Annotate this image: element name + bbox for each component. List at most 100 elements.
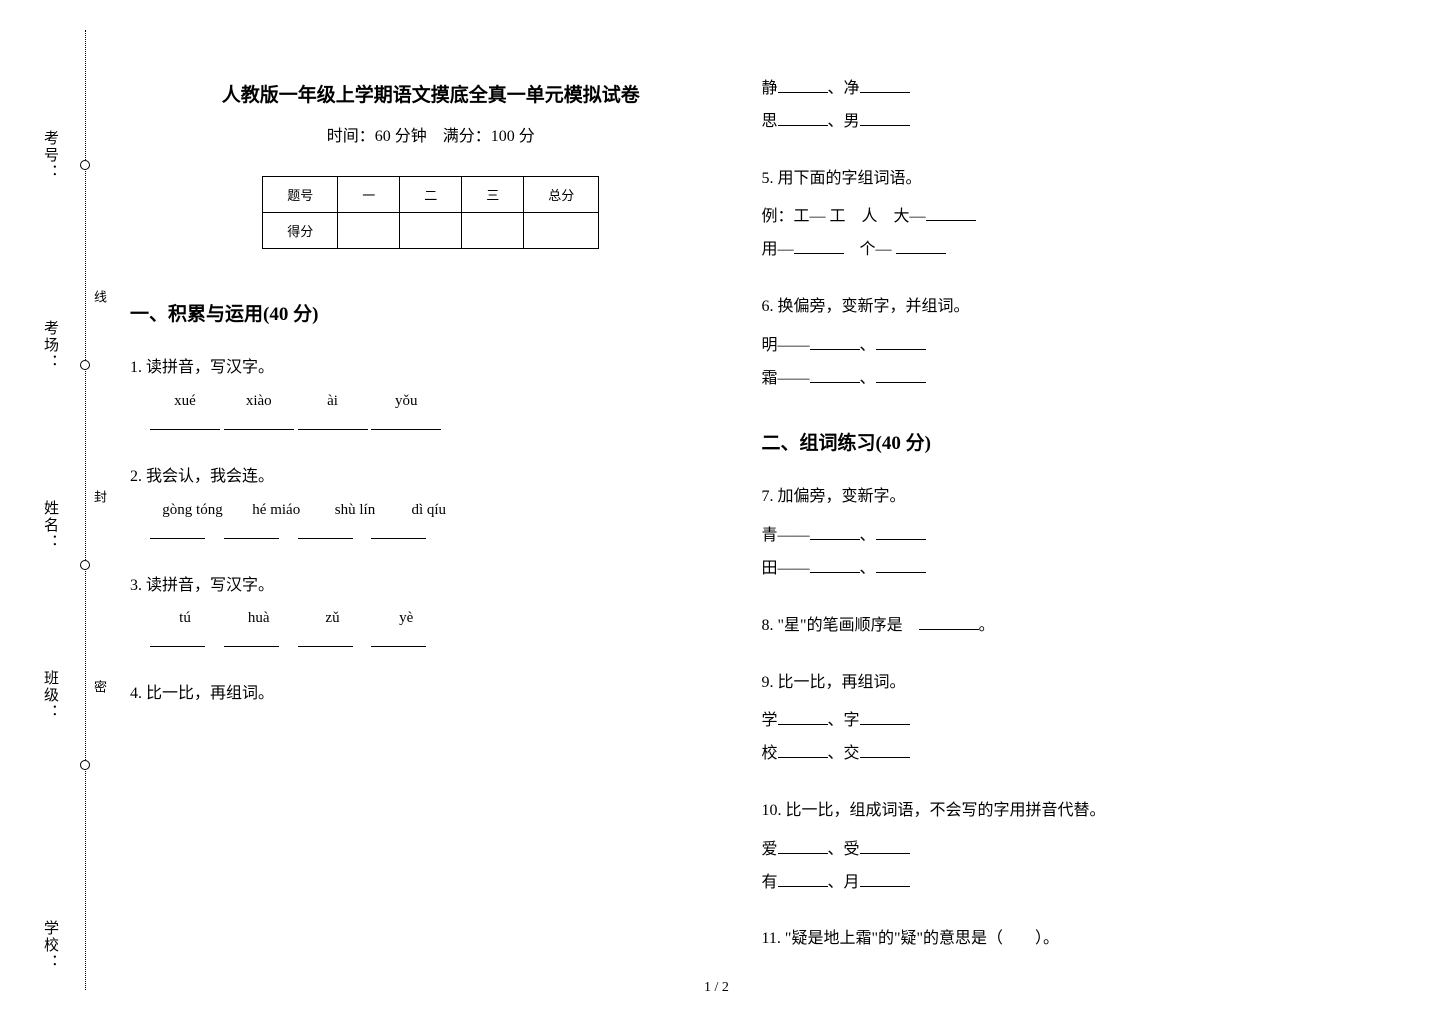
pinyin: ài [298,393,368,410]
answer-blank [860,77,910,93]
question-10: 10. 比一比，组成词语，不会写的字用拼音代替。 [762,797,1364,826]
margin-label-name: 姓名： [40,500,61,551]
answer-blank [224,410,294,430]
margin-label-room: 考场： [40,320,61,371]
pinyin: xiào [224,393,294,410]
q1-pinyin-row: xué xiào ài yǒu [130,393,732,410]
score-header-cell: 总分 [524,177,599,213]
answer-blank [150,627,205,647]
question-11: 11. "疑是地上霜"的"疑"的意思是（ ）。 [762,925,1364,954]
score-header-cell: 一 [338,177,400,213]
pinyin: gòng tóng [150,502,235,519]
answer-blank [896,238,946,254]
pair-a: 爱 [762,841,778,858]
q2-pinyin-row: gòng tóng hé miáo shù lín dì qíu [130,502,732,519]
line-label: 青—— [762,527,810,544]
section-1-head: 一、积累与运用(40 分) [130,299,732,326]
pinyin: xué [150,393,220,410]
pinyin: shù lín [318,502,393,519]
pair-b: 字 [844,712,860,729]
q7-line-1: 青——、 [762,522,1364,551]
answer-blank [860,838,910,854]
answer-blank [876,334,926,350]
score-header-cell: 三 [462,177,524,213]
answer-blank [371,519,426,539]
seal-label-seal: 封 [90,490,109,506]
answer-blank [778,838,828,854]
answer-blank [778,110,828,126]
score-cell [462,213,524,249]
question-3: 3. 读拼音，写汉字。 [130,572,732,601]
fill-a: 用— [762,241,794,258]
pair-a: 校 [762,745,778,762]
pair-a: 静 [762,80,778,97]
q6-line-2: 霜——、 [762,365,1364,394]
answer-blank [778,871,828,887]
question-7: 7. 加偏旁，变新字。 [762,483,1364,512]
question-2: 2. 我会认，我会连。 [130,463,732,492]
score-table-header-row: 题号 一 二 三 总分 [263,177,599,213]
answer-blank [926,205,976,221]
example-b: 大— [894,208,926,225]
left-column: 人教版一年级上学期语文摸底全真一单元模拟试卷 时间：60 分钟 满分：100 分… [130,30,762,981]
answer-blank [778,709,828,725]
binding-circle [80,160,90,170]
pair-b: 男 [844,113,860,130]
q10-line-2: 有、月 [762,869,1364,898]
q9-line-1: 学、字 [762,707,1364,736]
pair-b: 交 [844,745,860,762]
q8-tail: 。 [979,617,995,634]
pinyin: zǔ [298,610,368,627]
pinyin: tú [150,610,220,627]
answer-blank [810,367,860,383]
fill-b: 个— [860,241,892,258]
example-a: 工— 工 人 [794,208,878,225]
answer-blank [778,742,828,758]
pinyin: dì qíu [396,502,461,519]
binding-margin: 考号： 考场： 姓名： 班级： 学校： 线 封 密 [0,0,100,1011]
question-8: 8. "星"的笔画顺序是 。 [762,612,1364,641]
pair-b: 月 [844,874,860,891]
answer-blank [860,110,910,126]
question-5: 5. 用下面的字组词语。 [762,165,1364,194]
answer-blank [298,410,368,430]
answer-blank [150,519,205,539]
page-number: 1 / 2 [0,980,1433,996]
question-1: 1. 读拼音，写汉字。 [130,354,732,383]
line-label: 明—— [762,337,810,354]
answer-blank [371,627,426,647]
answer-blank [794,238,844,254]
answer-blank [371,410,441,430]
answer-blank [876,367,926,383]
answer-blank [876,557,926,573]
exam-subtitle: 时间：60 分钟 满分：100 分 [130,122,732,146]
answer-blank [876,524,926,540]
line-label: 田—— [762,560,810,577]
score-header-cell: 题号 [263,177,338,213]
score-cell [524,213,599,249]
answer-blank [224,627,279,647]
q4-line-2: 思、男 [762,108,1364,137]
q1-blank-row [130,410,732,435]
answer-blank [810,557,860,573]
q6-line-1: 明——、 [762,332,1364,361]
q3-blank-row [130,627,732,652]
answer-blank [298,519,353,539]
score-table-score-row: 得分 [263,213,599,249]
answer-blank [224,519,279,539]
dotted-binding-line [85,30,86,990]
pair-b: 净 [844,80,860,97]
answer-blank [810,524,860,540]
answer-blank [860,742,910,758]
q4-line-1: 静、净 [762,75,1364,104]
q5-fill-line: 用— 个— [762,236,1364,265]
question-4: 4. 比一比，再组词。 [130,680,732,709]
seal-label-line: 线 [90,290,109,306]
pinyin: huà [224,610,294,627]
score-table: 题号 一 二 三 总分 得分 [262,176,599,249]
pair-b: 受 [844,841,860,858]
margin-label-exam-number: 考号： [40,130,61,181]
answer-blank [919,614,979,630]
pinyin: hé miáo [239,502,314,519]
line-label: 霜—— [762,370,810,387]
